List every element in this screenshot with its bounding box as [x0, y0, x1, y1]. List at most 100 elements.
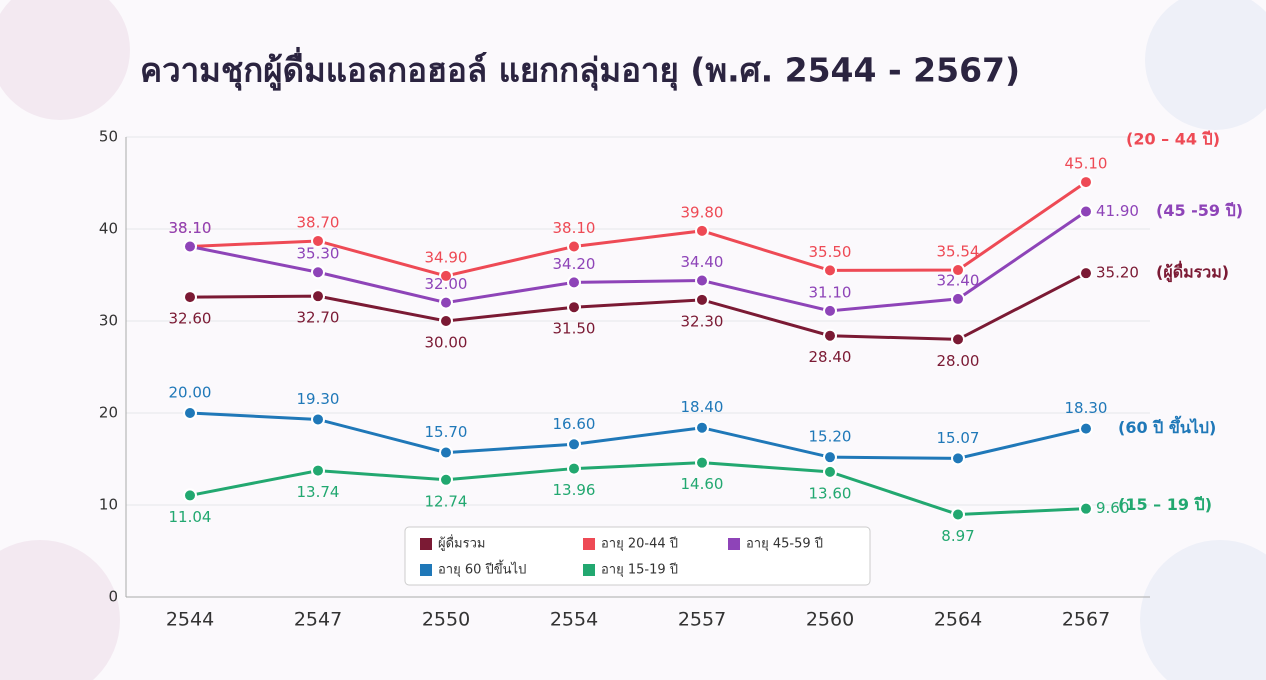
- data-label: 12.74: [425, 492, 468, 510]
- line: [189, 411, 1087, 460]
- point: [567, 461, 581, 476]
- data-label: 15.70: [425, 423, 468, 441]
- x-tick-label: 2557: [678, 609, 726, 631]
- point: [439, 445, 453, 460]
- data-label: 38.10: [169, 219, 212, 237]
- point: [311, 463, 325, 478]
- point: [951, 507, 965, 522]
- annotation: (20 – 44 ปี): [1126, 130, 1220, 149]
- x-tick-label: 2560: [806, 609, 854, 631]
- x-tick-label: 2550: [422, 609, 470, 631]
- data-label: 32.70: [297, 309, 340, 327]
- decor: [1140, 540, 1266, 680]
- data-label: 34.20: [553, 255, 596, 273]
- data-label: 8.97: [941, 527, 974, 545]
- data-label: 34.40: [681, 253, 724, 271]
- point: [695, 420, 709, 435]
- point: [823, 450, 837, 465]
- data-label: 30.00: [425, 334, 468, 352]
- line: [189, 271, 1087, 341]
- data-label: 31.10: [809, 283, 852, 301]
- data-label: 18.40: [681, 398, 724, 416]
- point: [823, 303, 837, 318]
- line: [189, 461, 1087, 516]
- point: [567, 239, 581, 254]
- data-label: 20.00: [169, 384, 212, 402]
- legend-swatch: [583, 564, 595, 576]
- legend-label: อายุ 15-19 ปี: [601, 562, 678, 578]
- decor: [0, 0, 130, 120]
- legend-swatch: [420, 564, 432, 576]
- point: [183, 290, 197, 305]
- data-label: 11.04: [169, 508, 212, 526]
- point: [695, 455, 709, 470]
- y-tick-label: 0: [108, 588, 118, 606]
- data-label: 32.40: [937, 271, 980, 289]
- legend-swatch: [728, 538, 740, 550]
- point: [439, 314, 453, 328]
- annotation: (ผู้ดื่มรวม): [1156, 261, 1229, 284]
- legend-label: อายุ 60 ปีขึ้นไป: [438, 560, 526, 578]
- legend-label: อายุ 20-44 ปี: [601, 536, 678, 552]
- data-label: 35.20: [1096, 264, 1139, 282]
- point: [183, 239, 197, 254]
- line: [189, 210, 1087, 313]
- y-tick-label: 50: [99, 128, 118, 146]
- point: [439, 295, 453, 310]
- data-label: 13.60: [809, 484, 852, 502]
- point: [311, 265, 325, 280]
- data-label: 9.60: [1096, 499, 1129, 517]
- point: [823, 464, 837, 479]
- point: [695, 292, 709, 307]
- point: [439, 268, 453, 283]
- data-label: 39.80: [681, 203, 724, 221]
- point: [439, 472, 453, 487]
- data-label: 15.20: [809, 428, 852, 446]
- point: [951, 332, 965, 347]
- legend-box: [404, 526, 871, 586]
- annotation: (45 -59 ปี): [1156, 201, 1243, 220]
- data-label: 13.74: [297, 483, 340, 501]
- point: [567, 275, 581, 290]
- point: [1079, 204, 1093, 219]
- data-label: 28.40: [809, 348, 852, 366]
- annotation: (60 ปี ขึ้นไป): [1118, 415, 1216, 437]
- x-tick-label: 2544: [166, 609, 214, 631]
- point: [951, 451, 965, 466]
- annotation: (15 – 19 ปี): [1118, 495, 1212, 514]
- legend-swatch: [420, 538, 432, 550]
- point: [1079, 501, 1093, 516]
- data-label: 16.60: [553, 415, 596, 433]
- data-label: 19.30: [297, 390, 340, 408]
- point: [695, 223, 709, 238]
- point: [567, 300, 581, 315]
- data-label: 38.10: [553, 219, 596, 237]
- data-label: 45.10: [1065, 155, 1108, 173]
- x-tick-label: 2554: [550, 609, 598, 631]
- data-label: 41.90: [1096, 202, 1139, 220]
- data-label: 18.30: [1065, 399, 1108, 417]
- data-label: 35.30: [297, 245, 340, 263]
- y-tick-label: 10: [99, 496, 118, 514]
- legend-label: ผู้ดื่มรวม: [438, 535, 485, 552]
- data-label: 35.54: [937, 243, 980, 261]
- line: [189, 180, 1087, 278]
- y-tick-label: 30: [99, 312, 118, 330]
- point: [823, 263, 837, 278]
- point: [1079, 421, 1093, 436]
- point: [695, 273, 709, 288]
- data-label: 15.07: [937, 429, 980, 447]
- data-label: 32.60: [169, 310, 212, 328]
- point: [183, 488, 197, 503]
- data-label: 32.00: [425, 275, 468, 293]
- data-label: 32.30: [681, 312, 724, 330]
- data-label: 38.70: [297, 213, 340, 231]
- y-tick-label: 20: [99, 404, 118, 422]
- point: [183, 406, 197, 420]
- point: [1079, 266, 1093, 281]
- point: [311, 289, 325, 304]
- point: [567, 437, 581, 452]
- data-label: 28.00: [937, 352, 980, 370]
